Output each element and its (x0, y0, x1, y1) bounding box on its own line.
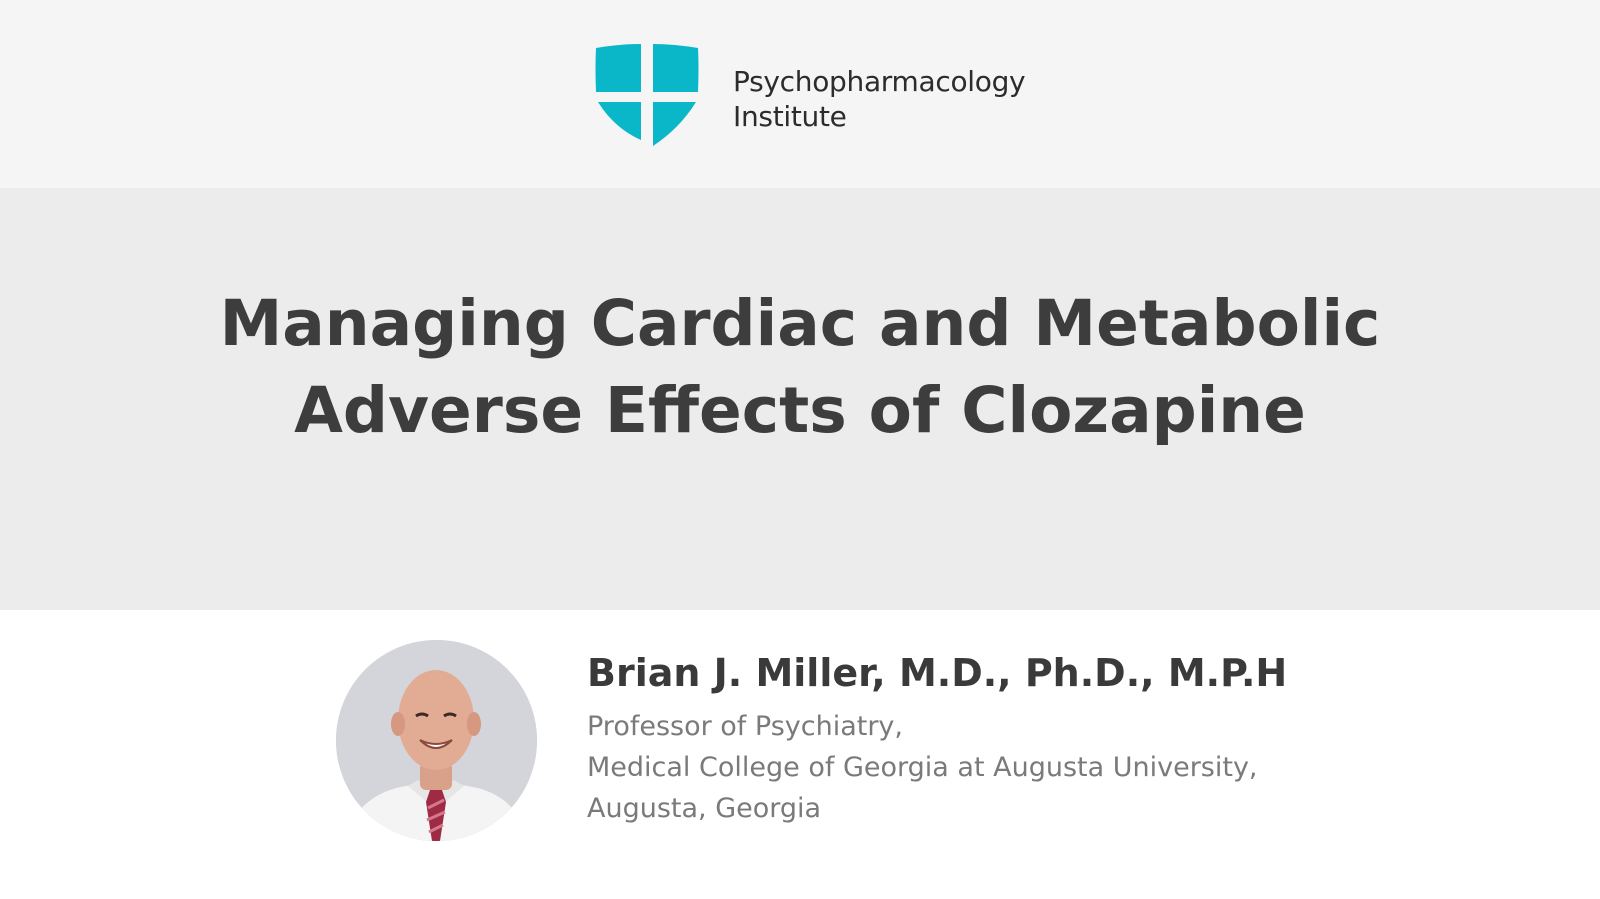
affiliation-line1: Professor of Psychiatry, (587, 711, 903, 742)
speaker-portrait-icon (336, 640, 537, 841)
title-line1: Managing Cardiac and Metabolic (219, 287, 1381, 360)
shield-cross-logo-icon (595, 44, 699, 146)
header: Psychopharmacology Institute (0, 0, 1600, 188)
title-band: Managing Cardiac and Metabolic Adverse E… (0, 188, 1600, 610)
affiliation-line2: Medical College of Georgia at Augusta Un… (587, 752, 1258, 783)
institute-name: Psychopharmacology Institute (733, 64, 1026, 134)
speaker-avatar (336, 640, 537, 841)
institute-name-line2: Institute (733, 100, 847, 133)
speaker-name: Brian J. Miller, M.D., Ph.D., M.P.H (587, 651, 1288, 695)
title-line2: Adverse Effects of Clozapine (294, 374, 1306, 447)
speaker-section: Brian J. Miller, M.D., Ph.D., M.P.H Prof… (0, 610, 1600, 899)
institute-logo: Psychopharmacology Institute (594, 44, 1034, 148)
institute-name-line1: Psychopharmacology (733, 65, 1026, 98)
speaker-affiliation: Professor of Psychiatry, Medical College… (587, 706, 1258, 829)
presentation-title: Managing Cardiac and Metabolic Adverse E… (0, 280, 1600, 454)
affiliation-line3: Augusta, Georgia (587, 793, 822, 824)
